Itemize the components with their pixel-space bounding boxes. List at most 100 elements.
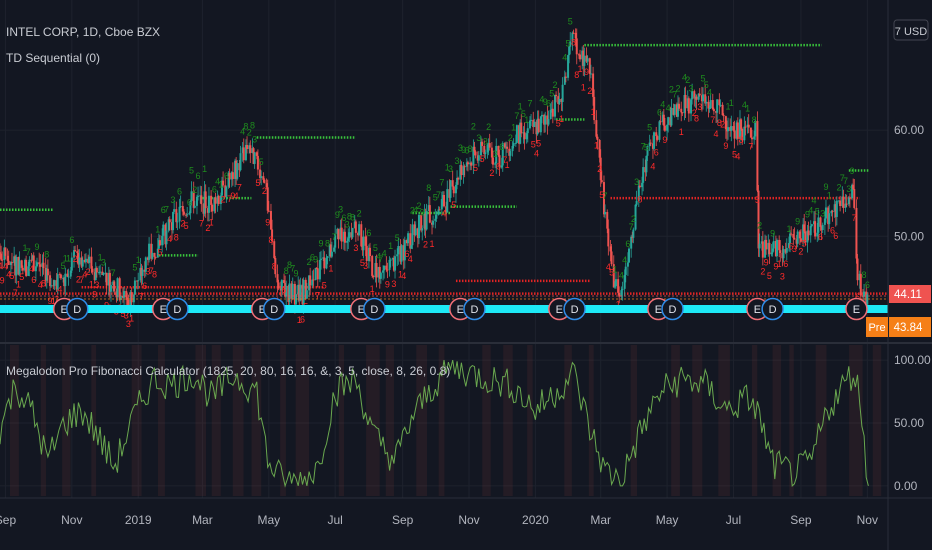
td-buy-count: 7 — [603, 191, 608, 201]
candle-body — [495, 145, 498, 164]
td-buy-count: 2 — [685, 75, 690, 85]
td-buy-count: 5 — [647, 123, 652, 133]
candle-body — [108, 272, 111, 292]
td-sell-count: 3 — [792, 244, 797, 254]
candle-body — [193, 205, 196, 208]
indicator-megalodon[interactable]: Megalodon Pro Fibonacci Calculator (1825… — [6, 364, 450, 378]
td-sell-count: 7 — [502, 155, 507, 165]
candle-body — [214, 197, 217, 204]
candle-body — [620, 290, 623, 297]
candle-body — [416, 228, 419, 239]
event-marker-label: E — [754, 304, 761, 316]
td-sell-count: 6 — [142, 281, 147, 291]
candle-body — [424, 213, 427, 230]
osc-red-band — [503, 345, 513, 496]
td-sell-count: 2 — [73, 254, 78, 264]
candle-body — [702, 94, 704, 102]
candle-body — [466, 162, 469, 165]
td-buy-count: 5 — [644, 143, 649, 153]
candle-body — [848, 197, 851, 199]
time-axis-labels: Sep Nov 2019 Mar May Jul Sep Nov 2020 Mar May Jul Se… — [0, 513, 878, 527]
candle-body — [669, 117, 672, 126]
td-buy-count: 5 — [700, 73, 705, 83]
candle-body — [463, 166, 466, 168]
candle-body — [41, 262, 44, 267]
td-buy-count: 3 — [493, 149, 498, 159]
candle-body — [653, 132, 656, 149]
event-marker-label: E — [358, 304, 365, 316]
candle-body — [63, 277, 66, 287]
td-buy-count: 6 — [341, 213, 346, 223]
candle-body — [715, 111, 718, 113]
osc-red-band — [158, 345, 165, 496]
td-buy-count: 7 — [629, 222, 634, 232]
candle-body — [347, 238, 350, 241]
td-sell-count: 5 — [255, 178, 260, 188]
td-buy-count: 6 — [161, 205, 166, 215]
candle-body — [351, 227, 354, 238]
candle-body — [568, 46, 571, 56]
candle-body — [280, 280, 283, 291]
candle-body — [357, 232, 360, 236]
td-sell-count: 5 — [556, 119, 561, 129]
candle-body — [6, 255, 9, 261]
candle-body — [274, 258, 277, 275]
candle-body — [394, 256, 397, 271]
candle-body — [760, 241, 763, 244]
candle-body — [143, 269, 146, 272]
candle-body — [369, 247, 371, 257]
candle-body — [139, 267, 142, 281]
event-marker-label: D — [173, 304, 181, 316]
candle-body — [406, 240, 408, 244]
candle-body — [188, 213, 191, 215]
candle-body — [560, 99, 563, 102]
currency-button-label: 7 USD — [895, 26, 927, 38]
td-sell-count: 5 — [536, 139, 541, 149]
candle-body — [323, 257, 326, 269]
candle-body — [803, 224, 806, 232]
candle-body — [686, 98, 689, 109]
candle-body — [628, 248, 630, 263]
candle-body — [263, 179, 266, 184]
pre-label: Pre — [868, 322, 885, 334]
candle-body — [754, 121, 757, 137]
pre-price-value: 43.84 — [894, 322, 923, 334]
candle-body — [334, 233, 337, 248]
currency-button[interactable] — [893, 19, 929, 41]
candle-body — [70, 257, 73, 271]
event-marker-label: D — [571, 304, 579, 316]
td-sell-count: 9 — [92, 290, 97, 300]
candle-body — [190, 191, 193, 201]
candle-body — [612, 264, 615, 288]
candle-body — [477, 155, 480, 161]
candle-body — [691, 91, 694, 100]
td-sell-count: 6 — [300, 315, 305, 325]
candle-body — [532, 119, 535, 128]
candle-body — [249, 145, 252, 153]
td-sell-count: 1 — [51, 296, 56, 306]
candle-body — [375, 263, 378, 278]
event-marker-label: D — [769, 304, 777, 316]
candle-body — [606, 212, 609, 229]
td-buy-count: 2 — [410, 205, 415, 215]
candle-body — [637, 185, 640, 201]
candle-body — [417, 214, 420, 239]
event-marker-label: D — [370, 304, 378, 316]
candle-body — [809, 226, 812, 236]
td-buy-count: 4 — [619, 270, 624, 280]
candle-body — [216, 195, 219, 204]
candle-body — [592, 73, 595, 97]
indicator-td-sequential[interactable]: TD Sequential (0) — [6, 51, 100, 65]
candle-body — [241, 147, 244, 154]
td-buy-count: 5 — [189, 165, 194, 175]
osc-red-band — [772, 345, 782, 496]
candle-body — [539, 116, 542, 133]
candle-body — [772, 241, 775, 249]
td-sell-count: 5 — [755, 195, 760, 205]
candle-body — [10, 262, 13, 264]
candle-body — [790, 233, 793, 235]
candle-body — [663, 125, 666, 131]
td-buy-count: 4 — [376, 251, 381, 261]
